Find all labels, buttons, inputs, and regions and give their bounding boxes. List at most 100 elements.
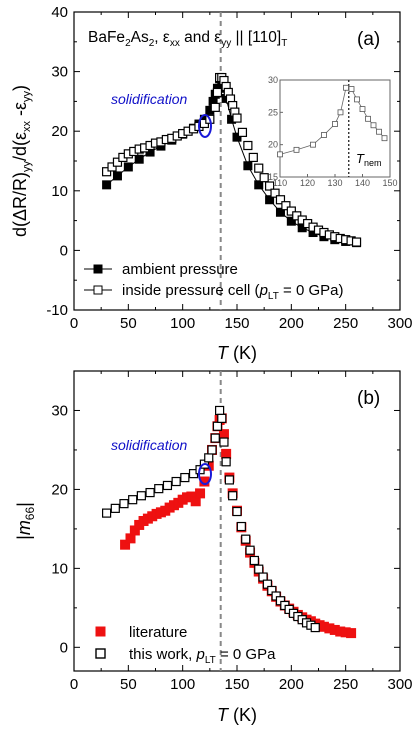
panel-a-xtick-label: 250	[333, 315, 358, 332]
panel-a-xtick-label: 200	[279, 315, 304, 332]
panel-b-point	[204, 453, 214, 463]
inset-ytick-label: 15	[268, 172, 278, 182]
panel-b-ytick-label: 20	[51, 481, 68, 498]
panel-a-label: (a)	[357, 29, 380, 50]
panel-b-point	[228, 491, 238, 501]
inset-series-points	[277, 84, 388, 158]
panel-a-ytick-label: 20	[51, 123, 68, 140]
panel-b-point	[218, 429, 229, 440]
legend-b-marker-this-work	[95, 648, 106, 659]
panel-a-xtick-label: 150	[224, 315, 249, 332]
panel-b-point	[154, 484, 164, 494]
panel-a-point	[254, 180, 264, 190]
panel-b-xtick-label: 150	[224, 676, 249, 693]
panel-b-point	[254, 564, 264, 574]
panel-b-solidification-marker	[198, 463, 212, 485]
panel-b-point	[145, 487, 155, 498]
panel-a-ytick-label: 40	[51, 4, 68, 21]
panel-a-series-pressure-cell	[101, 72, 362, 247]
panel-a-point	[232, 113, 242, 123]
panel-a-point	[107, 162, 117, 172]
inset-xtick-label: 150	[382, 178, 397, 188]
panel-b-point	[241, 534, 251, 544]
inset-point	[337, 109, 344, 116]
panel-a-point	[102, 180, 112, 190]
panel-a-legend: ambient pressure inside pressure cell (p…	[84, 261, 343, 302]
panel-b-ytick-label: 10	[51, 560, 68, 577]
panel-a-point	[281, 201, 291, 211]
panel-b-xtick-label: 100	[170, 676, 195, 693]
panel-a-point	[265, 195, 275, 205]
panel-a-point	[265, 181, 275, 191]
panel-b-series-this-work	[101, 405, 320, 633]
panel-b-point	[210, 433, 220, 443]
inset-point	[359, 106, 366, 112]
panel-a-point	[270, 188, 280, 198]
panel-a-point	[101, 167, 112, 177]
panel-b-point	[215, 405, 225, 416]
legend-a-label-ambient: ambient pressure	[122, 261, 238, 278]
inset-point	[365, 115, 371, 122]
panel-b-point	[101, 508, 112, 518]
panel-b-point	[232, 506, 242, 517]
panel-b-point	[120, 539, 131, 550]
panel-a-point	[232, 132, 242, 142]
panel-a-point	[212, 87, 223, 98]
panel-b-point	[136, 491, 146, 501]
panel-b-point	[221, 448, 232, 459]
panel-a-point	[134, 154, 144, 164]
panel-a-ytick-label: -10	[46, 302, 68, 319]
inset-frame	[279, 79, 391, 178]
legend-b-marker-literature	[95, 626, 106, 637]
inset-ytick-label: 25	[268, 107, 278, 117]
panel-a-point	[243, 140, 253, 151]
panel-b-legend: literature this work, pLT = 0 GPa	[95, 624, 276, 666]
panel-b-xlabel: T (K)	[217, 705, 257, 725]
inset-xtick-label: 110	[273, 178, 287, 188]
inset-xtick-label: 120	[300, 178, 315, 188]
panel-b-point	[171, 476, 181, 487]
panel-a-xtick-label: 300	[387, 315, 412, 332]
panel-b-point	[346, 628, 357, 639]
panel-a-xtick-label: 0	[70, 315, 78, 332]
panel-b-solidification-label: solidification	[111, 437, 187, 453]
inset-point	[321, 132, 327, 138]
inset-point	[277, 151, 283, 158]
panel-a-point	[243, 161, 253, 171]
inset-point	[381, 135, 388, 142]
panel-b-ticks: 0 50 100 150 200 250 300 0 10 20 30	[51, 371, 413, 693]
panel-a-point	[275, 207, 285, 217]
panel-b-xtick-label: 0	[70, 676, 78, 693]
panel-a-ytick-label: 10	[51, 183, 68, 200]
panel-b: 0 50 100 150 200 250 300 0 10 20 30 solidification…	[14, 370, 413, 725]
panel-b-point	[310, 622, 320, 633]
panel-b-point	[119, 499, 129, 509]
panel-a-point	[259, 173, 269, 183]
legend-a-marker-ambient	[93, 264, 103, 274]
panel-a-title: BaFe2As2, εxx and εyy || [110]T	[88, 29, 287, 49]
inset-ticks: 110 120 130 140 150 15 20 25 30	[268, 75, 398, 188]
legend-a-label-pressure: inside pressure cell (pLT = 0 GPa)	[122, 282, 343, 302]
panel-b-ytick-label: 0	[60, 639, 68, 656]
panel-b-point	[110, 503, 120, 513]
panel-b-point	[162, 480, 173, 491]
inset-point	[332, 121, 338, 127]
panel-b-point	[249, 555, 259, 566]
panel-b-point	[217, 413, 227, 423]
legend-a-marker-pressure	[93, 285, 103, 295]
panel-a-point	[254, 163, 264, 173]
panel-b-point	[221, 457, 231, 467]
inset-xtick-label: 130	[327, 178, 342, 188]
inset-point	[354, 96, 360, 103]
panel-a-ytick-label: 0	[60, 242, 68, 259]
panel-b-xtick-label: 200	[279, 676, 304, 693]
panel-a-ylabel: d(ΔR/R)yy/d(εxx -εyy)	[10, 85, 33, 237]
inset-point	[343, 84, 349, 91]
panel-a-point	[351, 237, 362, 247]
panel-a-inset: 110 120 130 140 150 15 20 25 30 Tnem	[268, 75, 398, 188]
panel-a-xtick-label: 100	[170, 315, 195, 332]
panel-b-point	[128, 495, 138, 505]
inset-point	[293, 146, 300, 153]
panel-a-ytick-label: 30	[51, 64, 68, 81]
